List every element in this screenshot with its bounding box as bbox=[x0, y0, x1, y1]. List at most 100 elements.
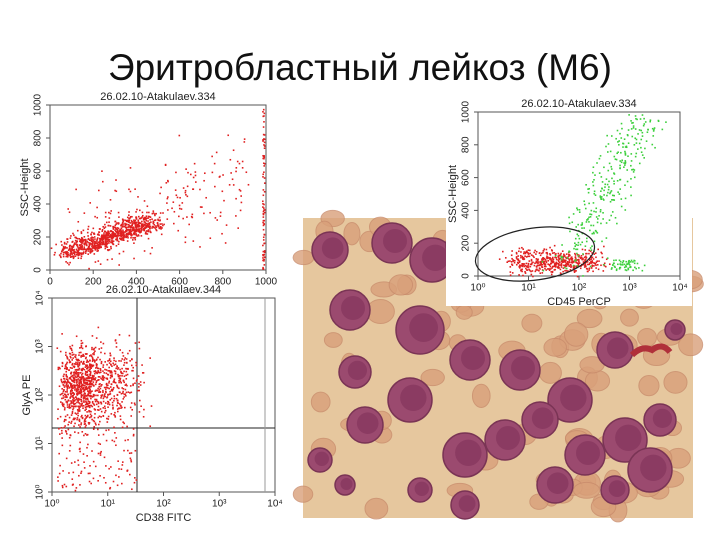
event-dot bbox=[73, 418, 76, 421]
event-dot bbox=[58, 254, 61, 256]
event-dot bbox=[77, 388, 80, 391]
event-dot bbox=[136, 378, 138, 381]
event-dot bbox=[125, 395, 127, 397]
event-dot bbox=[132, 232, 135, 235]
event-dot bbox=[263, 182, 266, 184]
event-dot bbox=[118, 407, 120, 410]
event-dot bbox=[73, 353, 75, 356]
event-dot bbox=[107, 415, 110, 418]
event-dot bbox=[72, 255, 75, 257]
event-dot bbox=[107, 418, 110, 420]
event-dot bbox=[62, 470, 64, 472]
event-dot bbox=[88, 416, 91, 419]
event-dot bbox=[184, 189, 187, 192]
event-dot bbox=[70, 379, 73, 381]
event-dot bbox=[573, 247, 575, 250]
event-dot bbox=[142, 229, 145, 231]
event-dot bbox=[78, 362, 81, 364]
event-dot bbox=[92, 241, 94, 244]
event-dot bbox=[64, 430, 67, 432]
event-dot bbox=[565, 256, 567, 259]
event-dot bbox=[147, 229, 150, 231]
event-dot bbox=[147, 215, 150, 218]
event-dot bbox=[509, 266, 512, 268]
event-dot bbox=[559, 254, 562, 256]
event-dot bbox=[263, 177, 266, 179]
red-cell bbox=[471, 383, 491, 408]
event-dot bbox=[262, 236, 265, 239]
event-dot bbox=[107, 370, 110, 372]
event-dot bbox=[97, 394, 99, 397]
event-dot bbox=[76, 399, 79, 401]
event-dot bbox=[71, 387, 74, 389]
event-dot bbox=[70, 393, 72, 396]
event-dot bbox=[127, 439, 129, 441]
event-dot bbox=[73, 393, 75, 395]
event-dot bbox=[96, 389, 99, 392]
event-dot bbox=[71, 390, 74, 392]
event-dot bbox=[88, 390, 90, 393]
event-dot bbox=[131, 221, 133, 223]
event-dot bbox=[570, 256, 573, 259]
event-dot bbox=[141, 216, 143, 218]
event-dot bbox=[124, 224, 127, 227]
event-dot bbox=[524, 251, 527, 254]
event-dot bbox=[104, 390, 107, 393]
event-dot bbox=[85, 345, 87, 348]
event-dot bbox=[64, 415, 67, 418]
event-dot bbox=[94, 361, 96, 363]
event-dot bbox=[58, 472, 61, 475]
event-dot bbox=[84, 388, 87, 391]
event-dot bbox=[263, 138, 265, 140]
event-dot bbox=[147, 220, 149, 222]
event-dot bbox=[134, 449, 137, 452]
event-dot bbox=[90, 239, 93, 242]
event-dot bbox=[594, 229, 597, 232]
event-dot bbox=[67, 384, 69, 387]
event-dot bbox=[586, 261, 589, 263]
event-dot bbox=[115, 444, 117, 447]
event-dot bbox=[98, 409, 100, 411]
event-dot bbox=[93, 426, 95, 428]
event-dot bbox=[109, 360, 112, 363]
event-dot bbox=[230, 172, 232, 174]
event-dot bbox=[579, 256, 582, 259]
event-dot bbox=[115, 245, 118, 247]
event-dot bbox=[73, 365, 76, 368]
event-dot bbox=[84, 409, 86, 412]
event-dot bbox=[570, 261, 572, 264]
event-dot bbox=[262, 216, 265, 218]
event-dot bbox=[598, 172, 601, 174]
event-dot bbox=[624, 184, 626, 187]
event-dot bbox=[565, 265, 568, 267]
event-dot bbox=[581, 227, 583, 229]
event-dot bbox=[262, 250, 265, 253]
event-dot bbox=[63, 377, 65, 380]
event-dot bbox=[627, 267, 629, 270]
event-dot bbox=[120, 235, 123, 237]
event-dot bbox=[117, 235, 119, 237]
event-dot bbox=[112, 386, 115, 389]
event-dot bbox=[123, 396, 125, 398]
event-dot bbox=[114, 339, 117, 342]
event-dot bbox=[102, 242, 104, 245]
event-dot bbox=[100, 351, 102, 354]
event-dot bbox=[114, 189, 116, 192]
event-dot bbox=[209, 211, 211, 214]
event-dot bbox=[145, 230, 148, 232]
event-dot bbox=[86, 446, 88, 449]
event-dot bbox=[551, 257, 553, 260]
event-dot bbox=[92, 247, 94, 249]
event-dot bbox=[71, 359, 73, 361]
event-dot bbox=[88, 247, 90, 249]
event-dot bbox=[100, 243, 102, 246]
y-tick-label: 0 bbox=[461, 273, 472, 279]
event-dot bbox=[603, 264, 606, 267]
event-dot bbox=[67, 385, 69, 387]
event-dot bbox=[80, 384, 83, 387]
event-dot bbox=[80, 351, 82, 354]
event-dot bbox=[80, 382, 83, 385]
event-dot bbox=[595, 261, 598, 264]
event-dot bbox=[111, 401, 114, 404]
x-axis-label: CD45 PerCP bbox=[547, 296, 611, 308]
